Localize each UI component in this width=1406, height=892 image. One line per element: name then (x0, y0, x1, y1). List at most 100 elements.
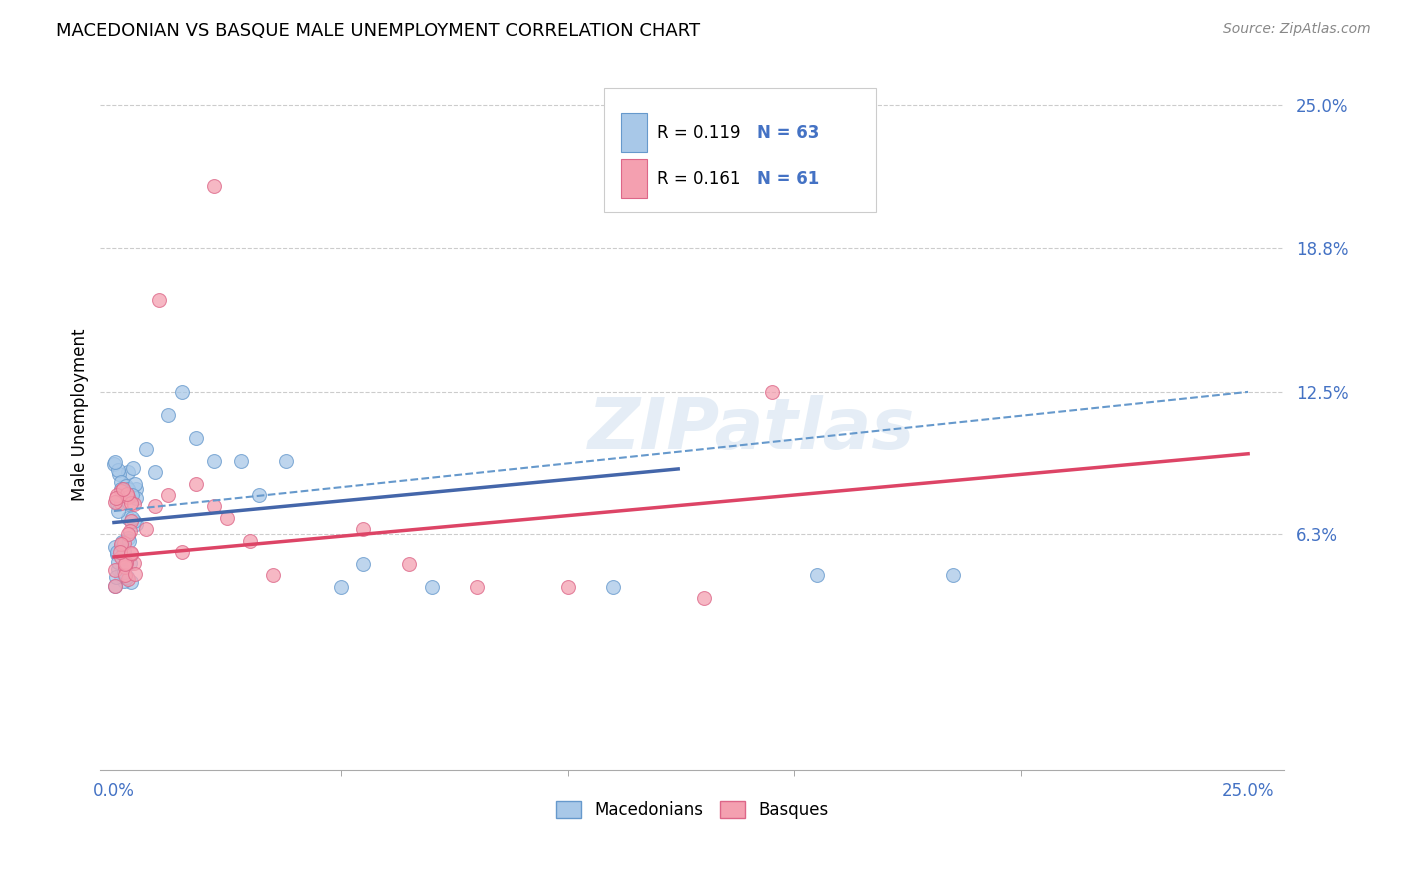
FancyBboxPatch shape (621, 113, 647, 152)
Point (693, 591, 716, 606)
Text: N = 63: N = 63 (758, 124, 820, 142)
Point (602, 580, 624, 594)
Point (239, 533, 262, 548)
Point (110, 549, 132, 564)
Point (110, 475, 132, 490)
Point (115, 487, 138, 501)
Point (276, 453, 298, 467)
Point (148, 293, 170, 308)
Point (107, 496, 129, 510)
Point (761, 384, 783, 399)
Point (121, 511, 143, 525)
Point (107, 467, 129, 481)
Point (465, 580, 488, 594)
Point (117, 531, 139, 545)
Point (124, 476, 146, 491)
Point (104, 541, 127, 555)
Point (120, 575, 142, 590)
Point (108, 545, 131, 559)
Point (202, 500, 225, 514)
Point (217, 511, 239, 525)
Text: ZIPatlas: ZIPatlas (588, 394, 915, 464)
Point (247, 488, 270, 502)
Point (124, 517, 146, 532)
Point (124, 567, 146, 582)
Point (122, 497, 145, 511)
Point (170, 545, 193, 559)
Point (105, 488, 128, 502)
Point (353, 522, 375, 536)
Point (118, 557, 141, 571)
Point (135, 442, 157, 457)
Point (107, 463, 129, 477)
Point (112, 535, 135, 549)
Point (118, 534, 141, 549)
Point (262, 568, 284, 582)
Point (184, 476, 207, 491)
Point (398, 557, 420, 571)
Point (112, 565, 135, 579)
Text: R = 0.161: R = 0.161 (657, 170, 741, 188)
FancyBboxPatch shape (603, 88, 876, 212)
Point (114, 557, 136, 571)
Point (107, 555, 129, 569)
Point (121, 461, 143, 475)
Point (122, 556, 145, 570)
Point (111, 564, 134, 578)
Point (117, 570, 139, 584)
Point (103, 495, 125, 509)
Legend: Macedonians, Basques: Macedonians, Basques (550, 794, 835, 826)
Point (114, 560, 136, 574)
Point (157, 408, 180, 422)
Point (111, 534, 134, 549)
Point (105, 491, 128, 505)
Point (170, 384, 193, 399)
Point (104, 455, 127, 469)
Point (104, 579, 127, 593)
Point (114, 568, 136, 582)
Point (117, 465, 139, 479)
Point (110, 483, 132, 497)
Point (114, 556, 136, 570)
Point (143, 465, 166, 479)
Point (117, 572, 139, 586)
Point (121, 488, 143, 502)
Point (120, 546, 142, 560)
Point (110, 496, 132, 510)
Point (557, 580, 579, 594)
Point (120, 514, 142, 528)
Point (120, 524, 142, 538)
Point (125, 491, 148, 505)
Point (125, 482, 148, 496)
Point (105, 545, 128, 559)
Point (107, 547, 129, 561)
Point (112, 574, 135, 588)
Point (110, 536, 132, 550)
Point (157, 488, 180, 502)
Point (329, 580, 352, 594)
Point (229, 453, 252, 467)
Text: N = 61: N = 61 (758, 170, 820, 188)
Point (120, 547, 142, 561)
Point (122, 514, 145, 528)
Point (420, 580, 443, 594)
Point (105, 570, 128, 584)
Point (120, 496, 142, 510)
Text: MACEDONIAN VS BASQUE MALE UNEMPLOYMENT CORRELATION CHART: MACEDONIAN VS BASQUE MALE UNEMPLOYMENT C… (56, 22, 700, 40)
Point (104, 563, 127, 577)
Point (107, 562, 129, 576)
FancyBboxPatch shape (621, 159, 647, 198)
Point (114, 478, 136, 492)
Point (110, 568, 132, 582)
Point (117, 510, 139, 524)
Point (184, 431, 207, 445)
Point (353, 557, 375, 571)
Text: R = 0.119: R = 0.119 (657, 124, 741, 142)
Point (110, 483, 132, 498)
Text: Source: ZipAtlas.com: Source: ZipAtlas.com (1223, 22, 1371, 37)
Point (104, 579, 127, 593)
Point (112, 483, 135, 497)
Point (103, 458, 125, 472)
Y-axis label: Male Unemployment: Male Unemployment (72, 328, 89, 501)
Point (115, 555, 138, 569)
